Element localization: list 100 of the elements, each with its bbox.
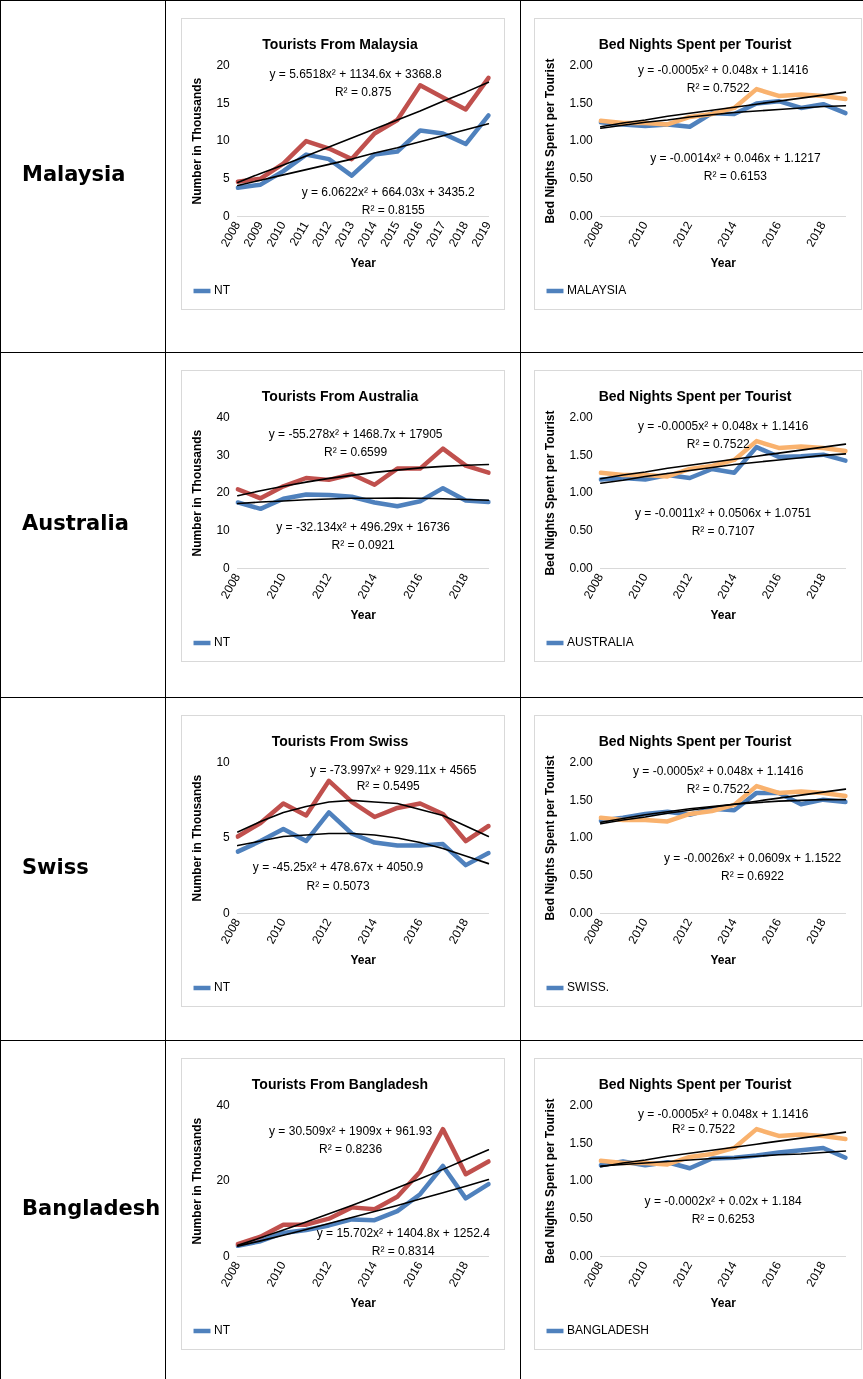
chart-title: Bed Nights Spent per Tourist bbox=[598, 36, 792, 53]
annotation: R² = 0.8314 bbox=[371, 1244, 436, 1259]
annotation: R² = 0.7522 bbox=[672, 1122, 736, 1137]
annotation: y = -73.997x² + 929.11x + 4565 bbox=[310, 762, 477, 777]
x-axis-title: Year bbox=[350, 953, 377, 968]
y-tick-label: 0.50 bbox=[569, 170, 594, 185]
y-axis-title: Number in Thousands bbox=[189, 429, 204, 557]
y-tick-label: 1.50 bbox=[569, 792, 594, 807]
annotation: y = 6.0622x² + 664.03x + 3435.2 bbox=[301, 184, 476, 199]
legend-label: SWISS. bbox=[567, 980, 610, 995]
annotation: y = -0.0014x² + 0.046x + 1.1217 bbox=[650, 151, 821, 166]
annotation: R² = 0.7522 bbox=[686, 80, 751, 95]
chart-title: Bed Nights Spent per Tourist bbox=[598, 1076, 792, 1093]
annotation: y = 15.702x² + 1404.8x + 1252.4 bbox=[316, 1226, 491, 1241]
y-tick-label: 20 bbox=[216, 1173, 231, 1188]
chart-title: Bed Nights Spent per Tourist bbox=[598, 733, 792, 750]
y-tick-label: 5 bbox=[223, 170, 231, 185]
text: Bangladesh bbox=[22, 1195, 161, 1220]
y-tick-label: 40 bbox=[216, 410, 231, 425]
legend-label: NT bbox=[214, 635, 231, 650]
y-tick-label: 0.00 bbox=[569, 905, 594, 920]
text: Malaysia bbox=[22, 162, 126, 186]
annotation: y = -0.0005x² + 0.048x + 1.1416 bbox=[637, 419, 809, 434]
chart-title: Bed Nights Spent per Tourist bbox=[598, 388, 792, 405]
y-tick-label: 1.50 bbox=[569, 95, 594, 110]
y-tick-label: 0 bbox=[223, 208, 231, 223]
y-tick-label: 0.50 bbox=[569, 522, 594, 537]
text: Australia bbox=[22, 510, 129, 535]
y-tick-label: 30 bbox=[216, 447, 231, 462]
x-axis-title: Year bbox=[350, 608, 377, 623]
annotation: R² = 0.0921 bbox=[331, 538, 395, 553]
y-tick-label: 15 bbox=[216, 95, 231, 110]
y-axis-title: Number in Thousands bbox=[189, 77, 204, 205]
y-tick-label: 2.00 bbox=[569, 755, 594, 770]
y-axis-title: Number in Thousands bbox=[189, 1117, 204, 1245]
y-tick-label: 5 bbox=[223, 830, 231, 845]
annotation: R² = 0.8236 bbox=[319, 1141, 383, 1156]
annotation: y = -0.0002x² + 0.02x + 1.184 bbox=[644, 1194, 803, 1209]
annotation: y = -0.0005x² + 0.048x + 1.1416 bbox=[637, 1107, 809, 1122]
y-tick-label: 10 bbox=[216, 522, 231, 537]
x-axis-title: Year bbox=[710, 953, 737, 968]
y-tick-label: 1.00 bbox=[569, 133, 594, 148]
y-tick-label: 1.50 bbox=[569, 447, 594, 462]
y-tick-label: 2.00 bbox=[569, 1098, 594, 1113]
y-tick-label: 10 bbox=[216, 133, 231, 148]
chart-title: Tourists From Bangladesh bbox=[251, 1076, 429, 1093]
annotation: y = -0.0011x² + 0.0506x + 1.0751 bbox=[635, 506, 812, 521]
y-tick-label: 1.50 bbox=[569, 1135, 594, 1150]
y-tick-label: 0.00 bbox=[569, 1248, 594, 1263]
legend-label: AUSTRALIA bbox=[567, 635, 634, 650]
chart-title: Tourists From Malaysia bbox=[262, 36, 418, 53]
legend-label: BANGLADESH bbox=[567, 1323, 650, 1338]
y-tick-label: 2.00 bbox=[569, 410, 594, 425]
y-tick-label: 1.00 bbox=[569, 1173, 594, 1188]
y-tick-label: 0 bbox=[223, 1248, 231, 1263]
annotation: R² = 0.5495 bbox=[356, 779, 421, 794]
y-axis-title: Bed Nights Spent per Tourist bbox=[542, 1098, 557, 1264]
annotation: R² = 0.7107 bbox=[691, 524, 755, 539]
y-tick-label: 10 bbox=[216, 755, 231, 770]
chart-title: Tourists From Swiss bbox=[271, 733, 409, 750]
legend-label: NT bbox=[214, 1323, 231, 1338]
y-tick-label: 0.50 bbox=[569, 1210, 594, 1225]
annotation: R² = 0.6153 bbox=[703, 169, 768, 184]
legend-label: NT bbox=[214, 283, 231, 298]
annotation: R² = 0.6922 bbox=[720, 869, 785, 884]
annotation: y = -32.134x² + 496.29x + 16736 bbox=[276, 519, 451, 534]
y-tick-label: 0.00 bbox=[569, 208, 594, 223]
y-tick-label: 0 bbox=[223, 560, 231, 575]
annotation: y = -0.0005x² + 0.048x + 1.1416 bbox=[637, 62, 809, 77]
annotation: y = -45.25x² + 478.67x + 4050.9 bbox=[252, 860, 424, 875]
annotation: R² = 0.6599 bbox=[324, 444, 388, 459]
y-tick-label: 20 bbox=[216, 485, 231, 500]
legend-label: NT bbox=[214, 980, 231, 995]
x-axis-title: Year bbox=[350, 256, 377, 271]
y-axis-title: Number in Thousands bbox=[189, 774, 204, 902]
annotation: R² = 0.5073 bbox=[306, 878, 370, 893]
legend-label: MALAYSIA bbox=[567, 283, 627, 298]
y-tick-label: 2.00 bbox=[569, 58, 594, 73]
y-tick-label: 1.00 bbox=[569, 485, 594, 500]
annotation: y = 5.6518x² + 1134.6x + 3368.8 bbox=[269, 67, 443, 82]
y-tick-label: 40 bbox=[216, 1098, 231, 1113]
y-axis-title: Bed Nights Spent per Tourist bbox=[542, 410, 557, 576]
y-tick-label: 1.00 bbox=[569, 830, 594, 845]
y-tick-label: 0 bbox=[223, 905, 231, 920]
y-tick-label: 0.00 bbox=[569, 560, 594, 575]
annotation: R² = 0.8155 bbox=[361, 202, 426, 217]
annotation: y = -55.278x² + 1468.7x + 17905 bbox=[268, 426, 443, 441]
annotation: R² = 0.7522 bbox=[686, 437, 751, 452]
x-axis-title: Year bbox=[710, 1296, 737, 1311]
y-axis-title: Bed Nights Spent per Tourist bbox=[542, 755, 557, 921]
annotation: y = -0.0026x² + 0.0609x + 1.1522 bbox=[663, 851, 842, 866]
y-tick-label: 20 bbox=[216, 58, 231, 73]
y-axis-title: Bed Nights Spent per Tourist bbox=[542, 58, 557, 224]
annotation: R² = 0.7522 bbox=[686, 782, 751, 797]
chart-title: Tourists From Australia bbox=[261, 388, 419, 405]
annotation: R² = 0.6253 bbox=[691, 1212, 755, 1227]
text: Swiss bbox=[22, 854, 89, 879]
annotation: y = -0.0005x² + 0.048x + 1.1416 bbox=[633, 764, 804, 779]
x-axis-title: Year bbox=[350, 1296, 377, 1311]
annotation: R² = 0.875 bbox=[334, 85, 392, 100]
